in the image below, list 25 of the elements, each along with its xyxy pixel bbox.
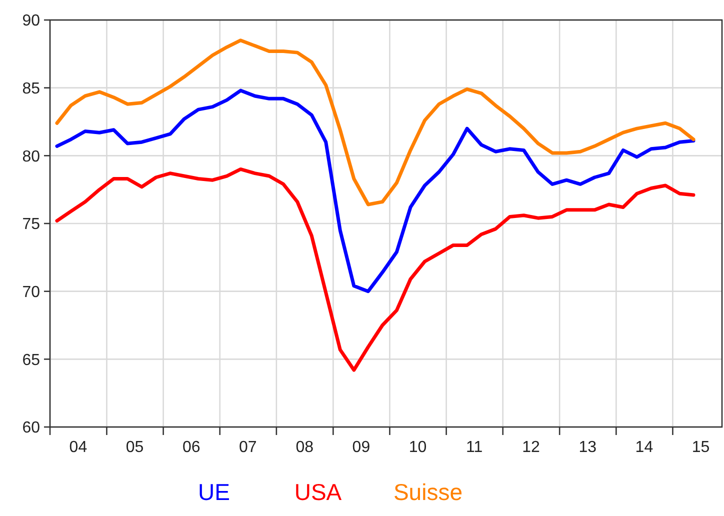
text: UE (198, 479, 230, 505)
x-tick-label: 05 (126, 439, 144, 456)
x-tick-label: 04 (69, 439, 88, 456)
x-tick-label: 09 (352, 439, 370, 456)
x-tick-label: 11 (466, 439, 483, 456)
y-tick-label: 60 (22, 420, 40, 437)
x-tick-label: 07 (239, 439, 257, 456)
x-tick-label: 15 (692, 439, 710, 456)
x-tick-label: 14 (635, 439, 654, 456)
line-series (55, 38, 696, 206)
y-tick-label: 70 (22, 284, 40, 301)
line-series (55, 167, 696, 372)
y-tick-label: 85 (22, 80, 40, 98)
y-tick-label: 75 (22, 216, 40, 234)
text: USA (294, 479, 342, 505)
line-series (55, 88, 696, 294)
x-tick-label: 13 (578, 439, 597, 456)
x-tick-label: 06 (182, 439, 200, 456)
y-tick-label: 80 (22, 148, 40, 166)
x-tick-label: 08 (296, 439, 314, 456)
y-tick-label: 65 (22, 352, 40, 369)
x-tick-label: 10 (408, 439, 427, 456)
x-tick-label: 12 (522, 439, 540, 456)
text: Suisse (393, 479, 463, 505)
y-tick-label: 90 (22, 12, 40, 30)
